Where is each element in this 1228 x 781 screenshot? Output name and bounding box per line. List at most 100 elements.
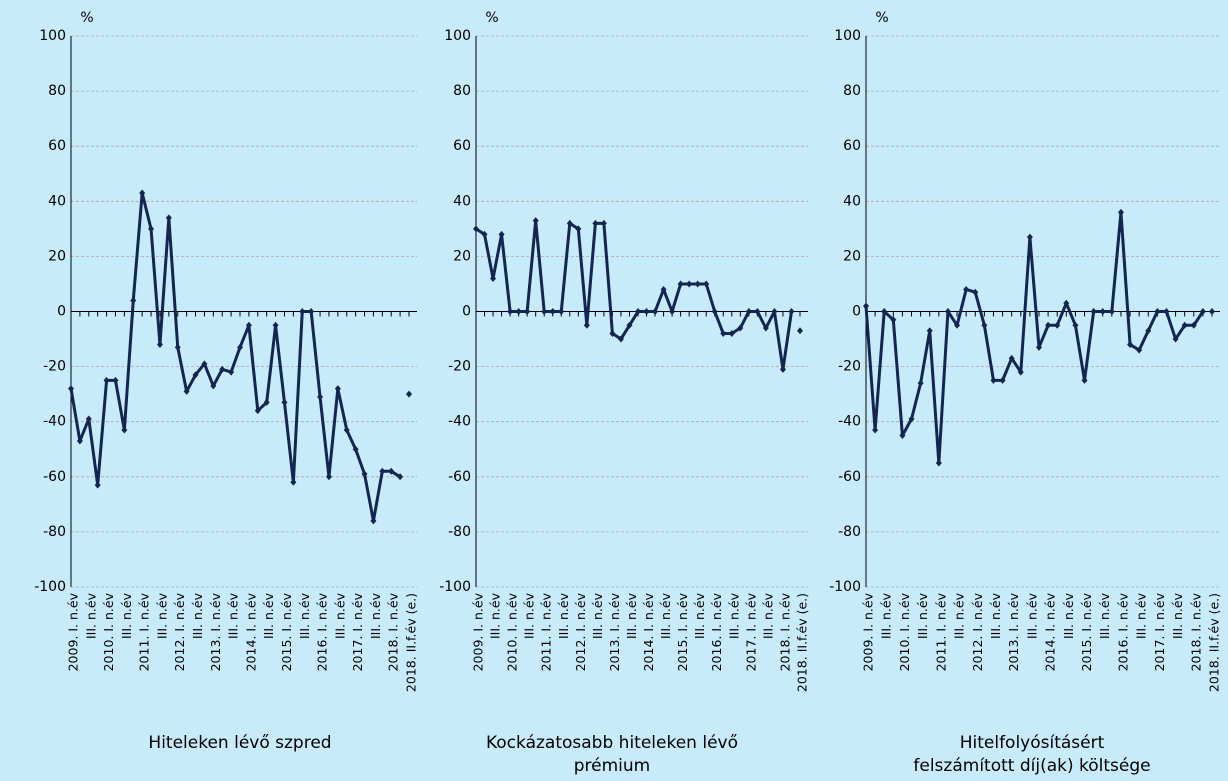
x-tick-label-group: 2013. I. n.év [607, 592, 622, 671]
x-tick-label-group: 2017. I. n.év [743, 592, 758, 671]
x-tick-label-group: 2009. I. n.év [861, 592, 876, 671]
x-tick-label-group: 2009. I. n.év [66, 592, 81, 671]
x-tick-label-group: III. n.év [952, 592, 967, 639]
x-tick-label: 2013. I. n.év [1006, 592, 1021, 671]
marker [219, 365, 226, 373]
y-tick-label: -80 [838, 524, 861, 540]
marker [1008, 354, 1015, 362]
marker [156, 341, 163, 349]
marker [797, 327, 803, 335]
y-tick-label: -20 [838, 359, 861, 375]
x-tick-label: 2009. I. n.év [471, 592, 486, 671]
x-tick-label: 2010. I. n.év [101, 592, 116, 671]
marker [352, 445, 359, 453]
marker [762, 324, 769, 332]
marker [890, 316, 897, 324]
x-tick-label-group: III. n.év [522, 592, 537, 639]
x-tick-label-group: III. n.év [332, 592, 347, 639]
marker [325, 473, 332, 481]
x-tick-label: III. n.év [261, 592, 276, 639]
x-tick-label: 2011. I. n.év [137, 592, 152, 671]
x-tick-label-group: III. n.év [119, 592, 134, 639]
x-tick-label-group: 2011. I. n.év [539, 592, 554, 671]
marker [379, 467, 386, 475]
marker [308, 308, 315, 315]
y-tick-label: 20 [843, 248, 861, 264]
y-tick-label: -80 [448, 524, 471, 540]
x-tick-label-group: III. n.év [1024, 592, 1039, 639]
panel-title: Hitelfolyósításért felszámított díj(ak) k… [913, 733, 1150, 776]
x-tick-label-group: III. n.év [658, 592, 673, 639]
y-tick-label: 80 [843, 83, 861, 99]
marker [334, 385, 341, 393]
y-tick-label: -40 [448, 414, 471, 430]
marker [263, 398, 270, 406]
marker [68, 385, 74, 393]
marker [575, 225, 582, 233]
marker [737, 324, 744, 332]
y-tick-label: 0 [57, 304, 66, 320]
x-tick-label-group: 2018. I. n.év [386, 592, 401, 671]
marker [1045, 321, 1052, 329]
marker [148, 225, 155, 233]
x-tick-label-group: 2011. I. n.év [933, 592, 948, 671]
x-tick-label-group: III. n.év [624, 592, 639, 639]
panel-title-line: felszámított díj(ak) költsége [913, 756, 1150, 776]
x-tick-label: 2013. I. n.év [208, 592, 223, 671]
y-tick-label: 60 [843, 138, 861, 154]
marker [1145, 327, 1152, 335]
x-tick-label-group: 2017. I. n.év [1152, 592, 1167, 671]
x-tick-label: 2015. I. n.év [279, 592, 294, 671]
marker [944, 308, 951, 315]
x-tick-label: III. n.év [368, 592, 383, 639]
marker [1190, 321, 1197, 329]
marker [990, 376, 997, 384]
x-tick-label-group: 2010. I. n.év [897, 592, 912, 671]
marker [388, 467, 395, 475]
y-tick-label: 40 [843, 193, 861, 209]
x-tick-label-group: III. n.év [590, 592, 605, 639]
marker [1036, 343, 1042, 351]
x-tick-label-group: III. n.év [692, 592, 707, 639]
marker [290, 478, 297, 486]
marker [771, 308, 778, 315]
y-tick-label: 0 [852, 304, 861, 320]
y-tick-label: -60 [838, 469, 861, 485]
x-tick-label-group: 2010. I. n.év [101, 592, 116, 671]
x-tick-label-group: 2018. II.f.év (e.) [404, 593, 419, 692]
marker [635, 308, 641, 315]
x-tick-label: III. n.év [297, 592, 312, 639]
marker [112, 376, 119, 384]
marker [686, 280, 693, 288]
marker [94, 481, 101, 489]
x-tick-label: III. n.év [488, 592, 503, 639]
y-tick-label: 40 [48, 193, 66, 209]
x-tick-label: 2010. I. n.év [505, 592, 520, 671]
marker [728, 330, 735, 338]
x-tick-label: III. n.év [590, 592, 605, 639]
marker [541, 308, 548, 315]
x-tick-label: 2014. I. n.év [243, 592, 258, 671]
marker [228, 368, 235, 376]
marker [583, 321, 590, 329]
marker [669, 308, 676, 315]
x-tick-label-group: 2016. I. n.év [315, 592, 330, 671]
x-tick-label: 2012. I. n.év [970, 592, 985, 671]
marker [490, 274, 497, 282]
x-tick-label: 2009. I. n.év [861, 592, 876, 671]
marker [165, 214, 172, 222]
marker [694, 280, 701, 288]
marker [254, 407, 261, 415]
x-tick-label: 2012. I. n.év [172, 592, 187, 671]
marker [660, 285, 667, 293]
marker [1017, 368, 1024, 376]
x-tick-label: III. n.év [879, 592, 894, 639]
y-tick-label: 100 [444, 28, 471, 44]
panel-title-line: Kockázatosabb hiteleken lévő [486, 733, 738, 753]
y-axis-label: % [485, 10, 498, 26]
x-tick-label: III. n.év [1170, 592, 1185, 639]
x-tick-label-group: III. n.év [297, 592, 312, 639]
marker [600, 219, 607, 227]
marker [237, 343, 243, 351]
